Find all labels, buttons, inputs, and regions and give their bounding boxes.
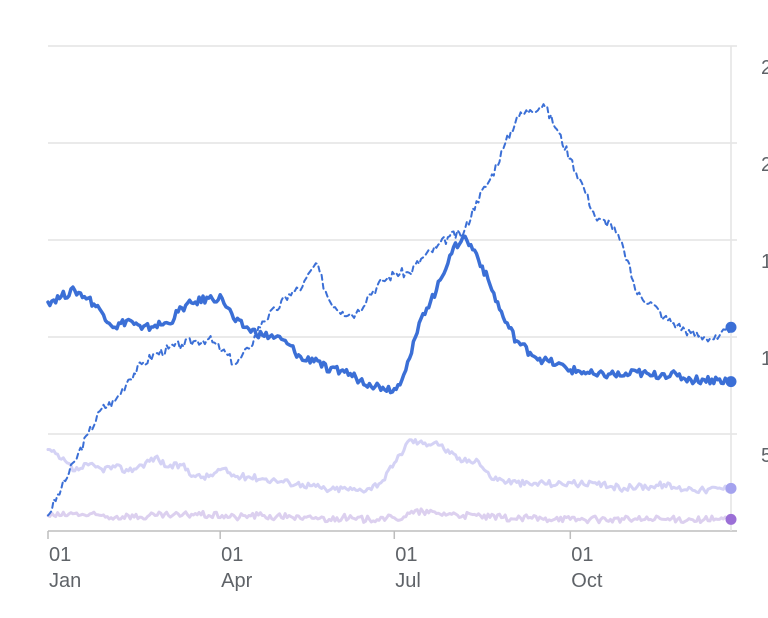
- x-tick-day-jan: 01: [49, 544, 71, 566]
- grid-lines: [48, 45, 737, 532]
- series-line-0: [47, 103, 732, 517]
- y-tick-label-20: 20: [761, 154, 768, 176]
- x-axis-ticks: 01 Jan 01 Apr 01 Jul 01 Oct: [47, 531, 603, 592]
- series-end-marker-3: [725, 513, 737, 525]
- x-tick-month-oct: Oct: [571, 570, 603, 592]
- end-markers: [725, 321, 737, 525]
- series-line-2: [46, 438, 733, 495]
- x-tick-day-apr: 01: [221, 544, 243, 566]
- y-tick-label-10: 10: [761, 348, 768, 370]
- y-axis-ticks: 5 10 15 20 25: [761, 57, 768, 467]
- y-tick-label-25: 25: [761, 57, 768, 79]
- series-end-marker-1: [725, 376, 737, 388]
- x-tick-month-apr: Apr: [221, 570, 252, 592]
- x-tick-month-jan: Jan: [49, 570, 81, 592]
- series-line-1: [46, 234, 733, 395]
- series-line-3: [46, 507, 733, 525]
- series-end-marker-2: [725, 482, 737, 494]
- x-tick-day-oct: 01: [571, 544, 593, 566]
- x-tick-day-jul: 01: [395, 544, 417, 566]
- series-end-marker-0: [725, 321, 737, 333]
- y-tick-label-5: 5: [761, 445, 768, 467]
- x-tick-month-jul: Jul: [395, 570, 421, 592]
- y-tick-label-15: 15: [761, 251, 768, 273]
- series-lines: [46, 103, 733, 525]
